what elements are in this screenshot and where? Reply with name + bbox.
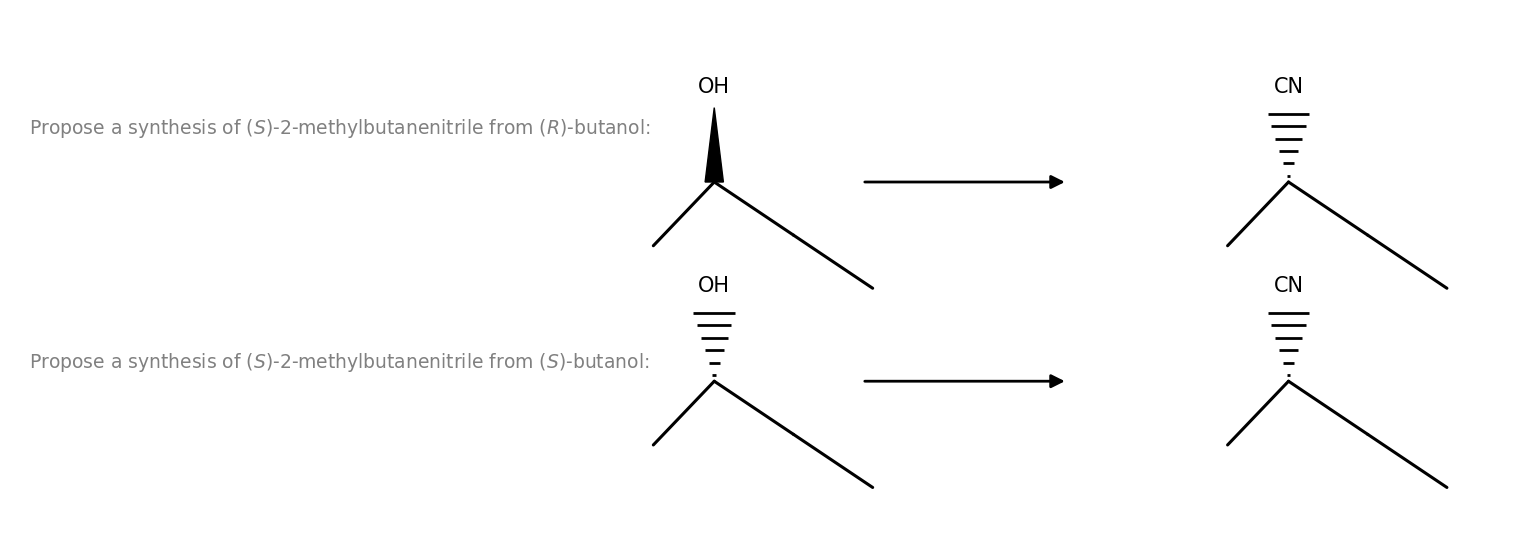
Text: Propose a synthesis of ($\it{S}$)-2-methylbutanenitrile from ($\it{S}$)-butanol:: Propose a synthesis of ($\it{S}$)-2-meth… [29, 351, 650, 374]
Text: OH: OH [699, 77, 731, 97]
Polygon shape [705, 108, 723, 182]
Text: Propose a synthesis of ($\it{S}$)-2-methylbutanenitrile from ($\it{R}$)-butanol:: Propose a synthesis of ($\it{S}$)-2-meth… [29, 117, 650, 140]
Text: CN: CN [1274, 276, 1303, 296]
Text: OH: OH [699, 276, 731, 296]
Text: CN: CN [1274, 77, 1303, 97]
